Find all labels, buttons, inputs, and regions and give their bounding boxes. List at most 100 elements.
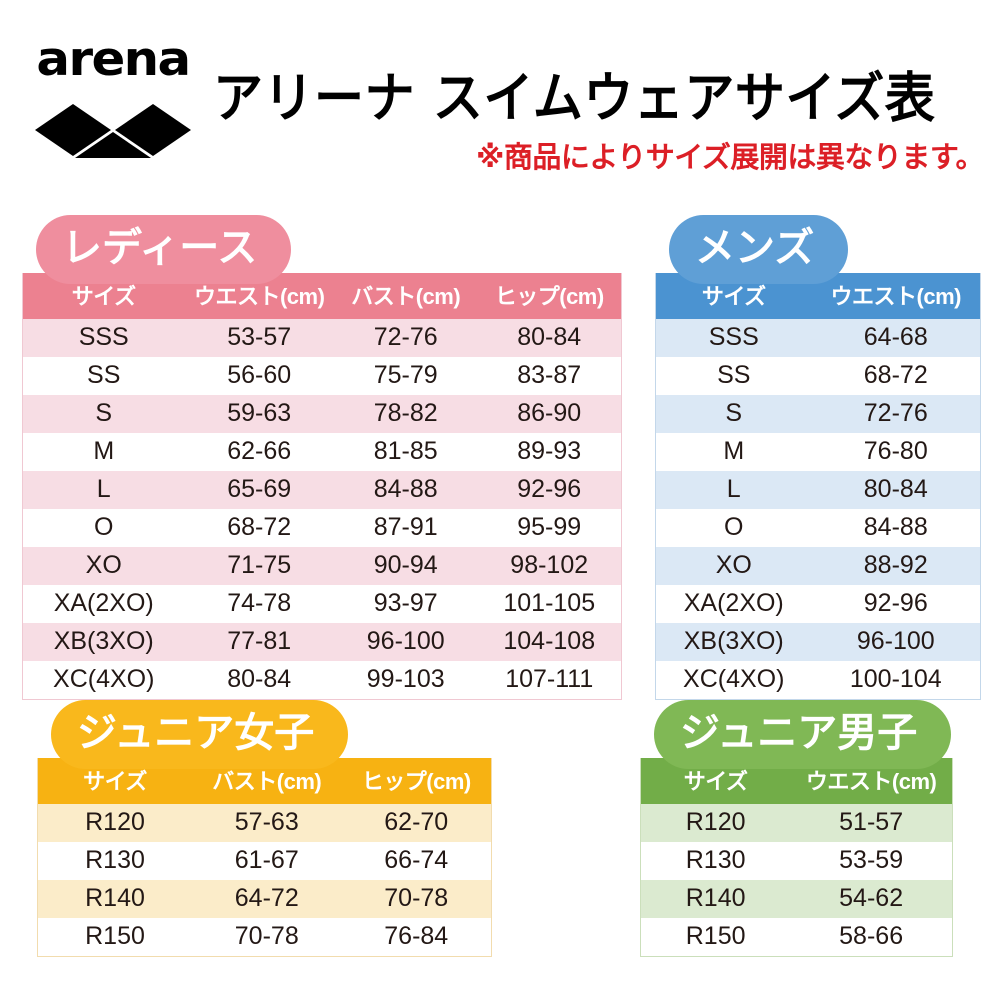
cell-hip: 92-96 xyxy=(477,471,621,509)
column-header-waist: ウエスト(cm) xyxy=(790,758,952,804)
cell-waist: 77-81 xyxy=(184,623,334,661)
table-row: L 80-84 xyxy=(656,471,980,509)
cell-bust: 81-85 xyxy=(333,433,478,471)
cell-bust: 93-97 xyxy=(333,585,478,623)
table-row: SSS 53-57 72-76 80-84 xyxy=(23,319,621,357)
table-row: XC(4XO) 80-84 99-103 107-111 xyxy=(23,661,621,699)
table-row: R130 53-59 xyxy=(641,842,952,880)
cell-hip: 62-70 xyxy=(341,804,491,842)
section-badge-junior-boys: ジュニア男子 xyxy=(654,700,952,769)
cell-size: R140 xyxy=(641,880,791,918)
table-wrap-ladies: サイズ ウエスト(cm) バスト(cm) ヒップ(cm) SSS 53-57 72-… xyxy=(22,273,622,700)
arena-wordmark: arena xyxy=(36,32,191,87)
section-badge-junior-girls: ジュニア女子 xyxy=(51,700,349,769)
pill-row-ladies: レディース xyxy=(36,215,622,284)
cell-waist: 62-66 xyxy=(184,433,334,471)
table-row: XB(3XO) 77-81 96-100 104-108 xyxy=(23,623,621,661)
cell-bust: 70-78 xyxy=(192,918,342,956)
pill-row-mens: メンズ xyxy=(669,215,981,284)
cell-size: XC(4XO) xyxy=(23,661,185,699)
cell-bust: 64-72 xyxy=(192,880,342,918)
column-header-hip: ヒップ(cm) xyxy=(477,273,621,319)
cell-hip: 86-90 xyxy=(477,395,621,433)
cell-waist: 56-60 xyxy=(184,357,334,395)
table-row: XB(3XO) 96-100 xyxy=(656,623,980,661)
cell-size: R130 xyxy=(38,842,193,880)
cell-waist: 53-59 xyxy=(790,842,952,880)
cell-waist: 92-96 xyxy=(811,585,980,623)
table-row: R140 54-62 xyxy=(641,880,952,918)
cell-size: R150 xyxy=(641,918,791,956)
size-table-mens: サイズ ウエスト(cm) SSS 64-68 SS 68-72 S 72-76 M 76… xyxy=(656,273,980,699)
table-row: XC(4XO) 100-104 xyxy=(656,661,980,699)
cell-size: L xyxy=(656,471,812,509)
column-header-hip: ヒップ(cm) xyxy=(341,758,491,804)
cell-hip: 104-108 xyxy=(477,623,621,661)
cell-waist: 76-80 xyxy=(811,433,980,471)
cell-waist: 68-72 xyxy=(811,357,980,395)
cell-size: XA(2XO) xyxy=(23,585,185,623)
cell-size: XO xyxy=(23,547,185,585)
column-header-bust: バスト(cm) xyxy=(333,273,478,319)
table-wrap-junior-boys: サイズ ウエスト(cm) R120 51-57 R130 53-59 R140 54-… xyxy=(640,758,953,957)
arena-diamonds-logo-icon xyxy=(35,104,191,158)
cell-size: S xyxy=(23,395,185,433)
cell-hip: 66-74 xyxy=(341,842,491,880)
table-row: SS 56-60 75-79 83-87 xyxy=(23,357,621,395)
cell-size: O xyxy=(656,509,812,547)
cell-size: XA(2XO) xyxy=(656,585,812,623)
table-row: XO 88-92 xyxy=(656,547,980,585)
cell-bust: 96-100 xyxy=(333,623,478,661)
cell-waist: 68-72 xyxy=(184,509,334,547)
table-row: XA(2XO) 74-78 93-97 101-105 xyxy=(23,585,621,623)
table-wrap-mens: サイズ ウエスト(cm) SSS 64-68 SS 68-72 S 72-76 M 76… xyxy=(655,273,981,700)
table-row: O 84-88 xyxy=(656,509,980,547)
cell-waist: 54-62 xyxy=(790,880,952,918)
section-junior-girls: ジュニア女子 サイズ バスト(cm) ヒップ(cm) R120 57-63 62-7… xyxy=(37,700,492,957)
cell-bust: 72-76 xyxy=(333,319,478,357)
table-row: R120 51-57 xyxy=(641,804,952,842)
cell-waist: 59-63 xyxy=(184,395,334,433)
cell-hip: 101-105 xyxy=(477,585,621,623)
section-junior-boys: ジュニア男子 サイズ ウエスト(cm) R120 51-57 R130 53-59 … xyxy=(640,700,953,957)
page-header: arena アリーナ スイムウェアサイズ表 ※商品によりサイズ展開は異なります。 xyxy=(0,0,1000,196)
cell-size: L xyxy=(23,471,185,509)
cell-size: R140 xyxy=(38,880,193,918)
cell-size: SSS xyxy=(23,319,185,357)
section-mens: メンズ サイズ ウエスト(cm) SSS 64-68 SS 68-72 S 72-76… xyxy=(655,215,981,700)
table-row: S 72-76 xyxy=(656,395,980,433)
pill-row-junior-boys: ジュニア男子 xyxy=(654,700,953,769)
table-row: R130 61-67 66-74 xyxy=(38,842,491,880)
size-table-junior-boys: サイズ ウエスト(cm) R120 51-57 R130 53-59 R140 54-… xyxy=(641,758,952,956)
cell-hip: 70-78 xyxy=(341,880,491,918)
page-subtitle-note: ※商品によりサイズ展開は異なります。 xyxy=(476,140,984,174)
cell-waist: 74-78 xyxy=(184,585,334,623)
table-wrap-junior-girls: サイズ バスト(cm) ヒップ(cm) R120 57-63 62-70 R130 6… xyxy=(37,758,492,957)
cell-size: R120 xyxy=(38,804,193,842)
table-row: R140 64-72 70-78 xyxy=(38,880,491,918)
section-badge-mens: メンズ xyxy=(669,215,849,284)
size-table-ladies: サイズ ウエスト(cm) バスト(cm) ヒップ(cm) SSS 53-57 72-… xyxy=(23,273,621,699)
cell-size: XB(3XO) xyxy=(656,623,812,661)
cell-waist: 71-75 xyxy=(184,547,334,585)
cell-size: XB(3XO) xyxy=(23,623,185,661)
pill-row-junior-girls: ジュニア女子 xyxy=(51,700,492,769)
cell-bust: 99-103 xyxy=(333,661,478,699)
table-row: S 59-63 78-82 86-90 xyxy=(23,395,621,433)
cell-size: R130 xyxy=(641,842,791,880)
cell-bust: 78-82 xyxy=(333,395,478,433)
cell-hip: 95-99 xyxy=(477,509,621,547)
cell-hip: 76-84 xyxy=(341,918,491,956)
cell-size: M xyxy=(23,433,185,471)
table-row: R150 58-66 xyxy=(641,918,952,956)
table-row: R120 57-63 62-70 xyxy=(38,804,491,842)
cell-size: M xyxy=(656,433,812,471)
cell-waist: 84-88 xyxy=(811,509,980,547)
table-row: XO 71-75 90-94 98-102 xyxy=(23,547,621,585)
cell-hip: 98-102 xyxy=(477,547,621,585)
cell-size: R150 xyxy=(38,918,193,956)
cell-hip: 83-87 xyxy=(477,357,621,395)
cell-hip: 107-111 xyxy=(477,661,621,699)
cell-bust: 75-79 xyxy=(333,357,478,395)
cell-size: SS xyxy=(23,357,185,395)
